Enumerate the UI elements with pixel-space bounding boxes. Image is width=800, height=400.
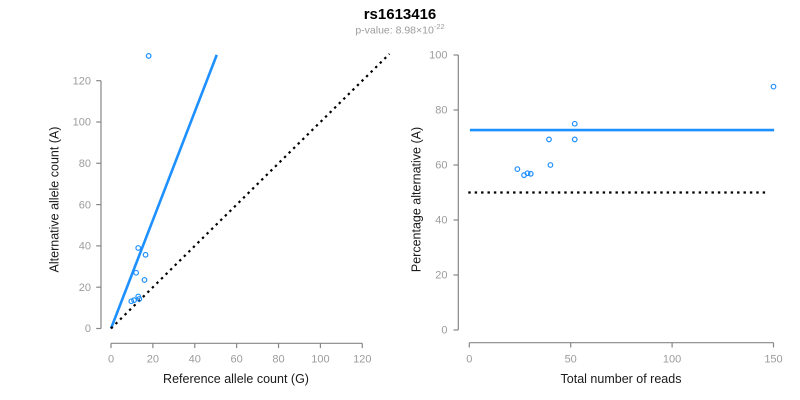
x-tick-label: 150 bbox=[764, 354, 782, 366]
x-tick-label: 20 bbox=[147, 354, 159, 366]
left-x-axis-title: Reference allele count (G) bbox=[163, 372, 309, 386]
y-tick-label: 60 bbox=[435, 160, 447, 172]
data-point bbox=[546, 136, 552, 143]
data-point bbox=[571, 120, 578, 127]
data-point bbox=[145, 53, 152, 59]
data-point bbox=[524, 170, 531, 177]
x-tick-label: 40 bbox=[189, 354, 201, 366]
data-point bbox=[135, 245, 142, 251]
data-point bbox=[128, 298, 135, 305]
y-tick-label: 60 bbox=[79, 199, 91, 211]
x-tick-label: 60 bbox=[231, 354, 243, 366]
x-tick-label: 0 bbox=[108, 354, 114, 366]
y-tick-label: 80 bbox=[79, 158, 91, 170]
data-point bbox=[142, 251, 149, 258]
y-tick-label: 20 bbox=[435, 270, 447, 282]
data-point bbox=[133, 269, 140, 276]
left-y-axis-title: Alternative allele count (A) bbox=[47, 126, 62, 273]
identity-line bbox=[110, 53, 391, 330]
y-tick-label: 100 bbox=[73, 117, 91, 129]
x-tick-label: 50 bbox=[565, 354, 577, 366]
x-tick-label: 100 bbox=[311, 354, 329, 366]
data-point bbox=[547, 162, 554, 168]
y-tick-label: 100 bbox=[429, 50, 447, 62]
data-point bbox=[514, 166, 521, 173]
x-tick-label: 0 bbox=[466, 354, 472, 366]
pvalue-text: p-value: 8.98×10 bbox=[355, 24, 434, 37]
y-tick-label: 0 bbox=[85, 323, 91, 335]
y-tick-label: 40 bbox=[435, 215, 447, 227]
right-y-axis-title: Percentage alternative (A) bbox=[409, 126, 424, 273]
data-point bbox=[571, 136, 578, 143]
x-tick-label: 120 bbox=[353, 354, 371, 366]
fit-line bbox=[109, 54, 218, 329]
right-plot-group: 0 50 100 150 0 20 40 60 80 100 bbox=[429, 50, 783, 366]
data-point bbox=[141, 277, 148, 283]
x-tick-label: 80 bbox=[272, 354, 284, 366]
pvalue-exponent: -22 bbox=[433, 22, 445, 31]
data-point bbox=[527, 170, 534, 177]
data-point bbox=[770, 83, 777, 90]
page-title: rs1613416 bbox=[363, 6, 437, 23]
data-point bbox=[131, 297, 137, 304]
y-tick-label: 0 bbox=[441, 325, 447, 337]
pvalue-subtitle: p-value: 8.98×10-22 bbox=[0, 22, 800, 37]
left-plot-group: 0 20 40 60 80 100 120 0 20 40 60 80 100 120 bbox=[73, 53, 391, 366]
data-point bbox=[136, 296, 143, 302]
y-tick-label: 40 bbox=[79, 241, 91, 253]
right-x-axis-title: Total number of reads bbox=[560, 372, 682, 386]
y-tick-label: 20 bbox=[79, 282, 91, 294]
y-tick-label: 120 bbox=[73, 75, 91, 87]
y-tick-label: 80 bbox=[435, 105, 447, 117]
x-tick-label: 100 bbox=[663, 354, 681, 366]
